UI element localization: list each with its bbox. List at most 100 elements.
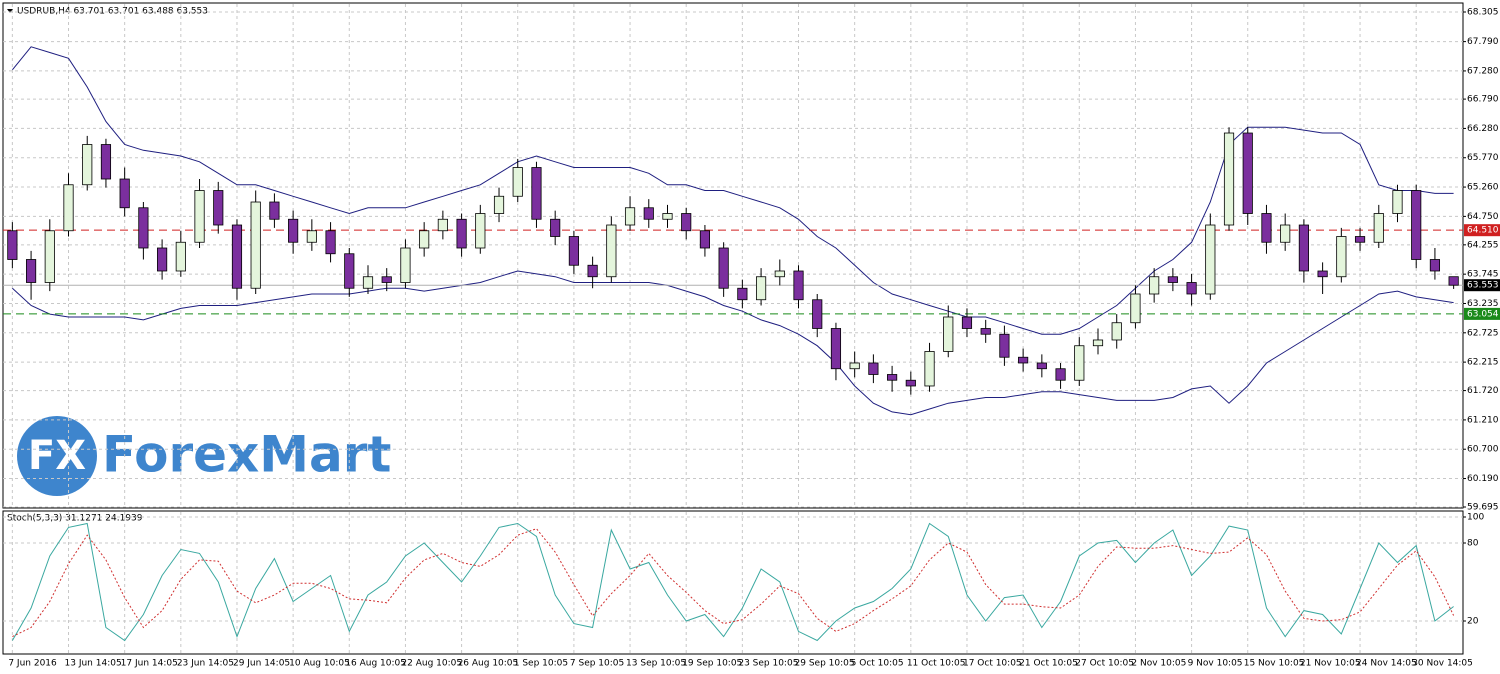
y-tick-label: 68.305 — [1467, 8, 1499, 18]
candle-body — [961, 316, 973, 329]
candle-body — [213, 190, 224, 226]
price-tag-label: 64.510 — [1467, 226, 1499, 236]
y-tick-label: 65.770 — [1467, 153, 1499, 163]
candle-body — [830, 328, 842, 370]
candle-body — [1429, 259, 1441, 272]
candle-body — [493, 195, 505, 214]
candle-body — [1018, 356, 1029, 364]
candle-body — [44, 230, 55, 283]
candle-body — [1392, 190, 1403, 214]
x-tick-label: 11 Oct 10:05 — [907, 659, 966, 669]
bollinger-upper — [12, 46, 1454, 335]
candle-body — [1336, 236, 1347, 278]
x-tick-label: 13 Sep 10:05 — [626, 659, 686, 669]
candle-body — [868, 362, 879, 375]
y-tick-label: 61.210 — [1467, 415, 1499, 425]
candle-body — [1448, 276, 1459, 286]
y-tick-label: 62.215 — [1467, 358, 1499, 368]
x-tick-label: 17 Jun 14:05 — [121, 659, 178, 669]
x-tick-label: 19 Sep 10:05 — [682, 659, 742, 669]
candle-body — [157, 247, 168, 272]
candle-body — [1205, 224, 1216, 295]
candle-body — [1261, 213, 1272, 243]
candle-body — [662, 213, 673, 220]
x-tick-label: 26 Aug 10:05 — [458, 659, 519, 669]
candle-body — [1223, 132, 1235, 226]
candle-body — [1411, 190, 1422, 260]
y-tick-label: 65.260 — [1467, 183, 1499, 193]
y-tick-label: 63.235 — [1467, 299, 1499, 309]
candle-body — [737, 287, 748, 301]
candle-body — [400, 247, 411, 283]
y-tick-label: 61.720 — [1467, 386, 1499, 396]
y-tick-label: 20 — [1467, 617, 1479, 627]
y-tick-label: 64.255 — [1467, 240, 1499, 250]
stoch-title: Stoch(5,3,3) 31.1271 24.1939 — [7, 514, 143, 524]
candle-body — [812, 299, 823, 329]
x-tick-label: 1 Sep 10:05 — [514, 659, 568, 669]
candle-body — [793, 270, 804, 301]
x-tick-label: 22 Aug 10:05 — [401, 659, 462, 669]
candle-body — [306, 230, 317, 243]
candle-body — [82, 144, 93, 186]
candle-body — [288, 218, 299, 243]
x-tick-label: 13 Jun 14:05 — [65, 659, 122, 669]
x-tick-label: 29 Jun 14:05 — [233, 659, 290, 669]
y-tick-label: 67.280 — [1467, 66, 1499, 76]
watermark: FX ForexMart — [17, 416, 391, 496]
candle-body — [419, 230, 430, 249]
candle-body — [887, 374, 898, 381]
logo-text: FX — [28, 433, 86, 479]
x-tick-label: 2 Nov 10:05 — [1131, 659, 1186, 669]
title-icon — [7, 9, 13, 13]
x-tick-label: 24 Nov 14:05 — [1356, 659, 1417, 669]
candle-body — [1074, 345, 1085, 381]
candle-body — [512, 167, 523, 197]
candle-body — [774, 270, 785, 278]
candle-body — [755, 276, 767, 301]
current-price-label: 63.553 — [1467, 281, 1499, 291]
candle-body — [643, 207, 654, 220]
y-tick-label: 67.790 — [1467, 37, 1499, 47]
x-tick-label: 21 Nov 10:05 — [1300, 659, 1361, 669]
candle-body — [1186, 282, 1197, 295]
stoch-line — [11, 522, 1454, 642]
candle-body — [550, 218, 561, 237]
x-tick-label: 23 Jun 14:05 — [177, 659, 234, 669]
y-tick-label: 63.745 — [1467, 270, 1499, 280]
y-tick-label: 59.695 — [1467, 503, 1499, 513]
x-tick-label: 9 Nov 10:05 — [1188, 659, 1243, 669]
candle-body — [63, 184, 74, 232]
candle-body — [1242, 132, 1253, 214]
price-tag — [1464, 307, 1500, 320]
x-tick-label: 5 Oct 10:05 — [851, 659, 904, 669]
x-tick-label: 29 Sep 10:05 — [795, 659, 855, 669]
y-tick-label: 80 — [1467, 539, 1479, 549]
x-tick-label: 30 Nov 14:05 — [1412, 659, 1473, 669]
x-tick-label: 23 Sep 10:05 — [738, 659, 798, 669]
x-tick-label: 21 Oct 10:05 — [1019, 659, 1078, 669]
candle-body — [905, 379, 916, 387]
candle-body — [1055, 368, 1066, 381]
candle-body — [681, 213, 692, 232]
main-panel — [2, 2, 1464, 509]
candle-body — [999, 333, 1010, 358]
candle-body — [1354, 236, 1366, 243]
candle-body — [25, 259, 37, 283]
candle-body — [943, 316, 954, 352]
y-tick-label: 60.190 — [1467, 474, 1499, 484]
candle-body — [250, 201, 261, 289]
candle-body — [456, 218, 467, 249]
candle-body — [344, 253, 355, 289]
candle-body — [1149, 276, 1160, 295]
price-tag — [1464, 224, 1500, 237]
x-tick-label: 17 Oct 10:05 — [963, 659, 1022, 669]
y-tick-label: 66.790 — [1467, 95, 1499, 105]
candle-body — [1298, 224, 1309, 272]
bollinger-lower — [12, 270, 1454, 416]
candle-body — [624, 207, 636, 226]
candle-body — [437, 218, 448, 232]
price-tag-label: 63.054 — [1467, 309, 1499, 319]
